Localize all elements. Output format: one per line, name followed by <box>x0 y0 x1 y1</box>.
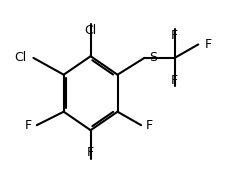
Text: F: F <box>87 146 94 159</box>
Text: F: F <box>145 119 153 132</box>
Text: F: F <box>204 38 211 51</box>
Text: F: F <box>170 74 177 87</box>
Text: Cl: Cl <box>84 24 96 38</box>
Text: F: F <box>25 119 32 132</box>
Text: F: F <box>170 29 177 42</box>
Text: S: S <box>149 51 157 64</box>
Text: Cl: Cl <box>14 51 27 64</box>
